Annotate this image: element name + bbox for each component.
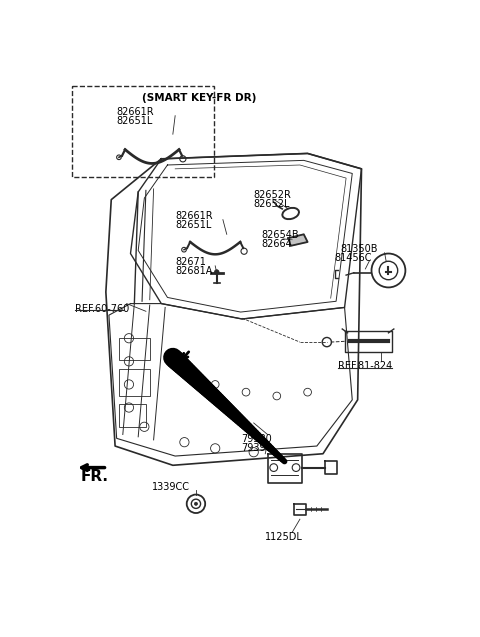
Text: 82664: 82664 [262, 239, 292, 249]
Text: 81350B: 81350B [340, 245, 377, 254]
Text: REF.60-760: REF.60-760 [75, 304, 129, 313]
Text: 79390: 79390 [241, 443, 272, 453]
Text: 82654B: 82654B [262, 231, 299, 240]
Text: (SMART KEY-FR DR): (SMART KEY-FR DR) [142, 94, 256, 103]
Bar [119, 404, 146, 427]
Bar [119, 369, 150, 396]
Text: 82651L: 82651L [117, 116, 153, 125]
Polygon shape [288, 234, 308, 246]
Text: 82651L: 82651L [175, 220, 212, 230]
Text: 79380: 79380 [241, 434, 272, 445]
Text: REF.81-824: REF.81-824 [338, 361, 393, 371]
Text: 1125DL: 1125DL [265, 533, 303, 542]
Text: 82652R: 82652R [254, 190, 291, 201]
Text: 81456C: 81456C [335, 253, 372, 263]
Text: 82661R: 82661R [117, 107, 154, 117]
Bar [72, 86, 214, 176]
Circle shape [194, 502, 197, 505]
Text: FR.: FR. [81, 469, 108, 484]
Text: 82661R: 82661R [175, 211, 213, 221]
Text: 82671: 82671 [175, 257, 206, 268]
Text: 82652L: 82652L [254, 199, 290, 209]
Bar [119, 338, 150, 360]
Text: 82681A: 82681A [175, 266, 213, 276]
Text: 1339CC: 1339CC [152, 482, 190, 492]
Circle shape [215, 269, 219, 275]
